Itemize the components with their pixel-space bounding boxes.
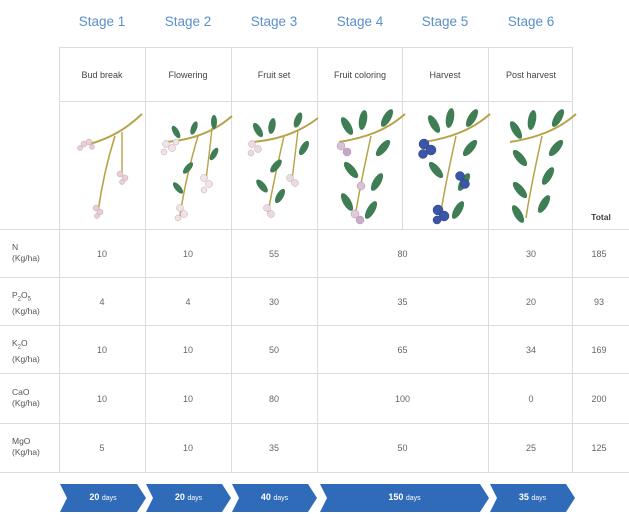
total-n: 185 (591, 249, 607, 259)
value-n-stage1: 10 (96, 249, 107, 259)
duration-label-3: 40 days (260, 492, 289, 502)
value-mgo-stage3: 35 (268, 443, 279, 453)
total-cao: 200 (591, 394, 607, 404)
value-k2o-stage1: 10 (96, 345, 107, 355)
total-k2o: 169 (591, 345, 607, 355)
stage-5-title: Stage 5 (421, 14, 469, 29)
value-cao-stage3: 80 (268, 394, 279, 404)
value-p2o5-stage3: 30 (268, 297, 279, 307)
row-label-p2o5: P2O5 (Kg/ha) (12, 290, 40, 316)
duration-label-1: 20 days (89, 492, 117, 502)
total-p2o5: 93 (593, 297, 604, 307)
duration-label-4: 150 days (388, 492, 421, 502)
value-mgo-stage6: 25 (525, 443, 536, 453)
duration-arrow-4 (320, 484, 489, 512)
phase-flowering: Flowering (168, 70, 208, 80)
col-divider (488, 47, 489, 473)
phase-fruit-coloring: Fruit coloring (333, 70, 387, 80)
row-divider (0, 373, 629, 374)
phase-fruit-set: Fruit set (257, 70, 291, 80)
duration-timeline (60, 484, 575, 512)
row-divider (59, 101, 573, 102)
flowering-illustration (160, 115, 233, 222)
value-n-stage3: 55 (268, 249, 279, 259)
value-mgo-stage4-5: 50 (397, 443, 408, 453)
duration-label-2: 20 days (174, 492, 203, 502)
col-divider (317, 47, 318, 473)
row-divider (0, 423, 629, 424)
stage-1-title: Stage 1 (78, 14, 126, 29)
row-label-n: N (Kg/ha) (12, 242, 40, 263)
duration-arrow-2 (146, 484, 231, 512)
value-k2o-stage6: 34 (525, 345, 536, 355)
value-k2o-stage2: 10 (182, 345, 193, 355)
col-divider (231, 47, 232, 473)
value-cao-stage4-5: 100 (394, 394, 411, 404)
total-mgo: 125 (591, 443, 607, 453)
phase-harvest: Harvest (429, 70, 461, 80)
value-p2o5-stage1: 4 (99, 297, 105, 307)
value-cao-stage2: 10 (182, 394, 193, 404)
stage-3-title: Stage 3 (250, 14, 298, 29)
col-divider (402, 47, 403, 229)
value-cao-stage1: 10 (96, 394, 107, 404)
value-k2o-stage3: 50 (268, 345, 279, 355)
row-divider (0, 325, 629, 326)
row-label-mgo: MgO (Kg/ha) (12, 436, 40, 457)
value-k2o-stage4-5: 65 (397, 345, 408, 355)
value-cao-stage6: 0 (528, 394, 534, 404)
value-n-stage4-5: 80 (397, 249, 408, 259)
duration-arrow-5 (490, 484, 575, 512)
value-p2o5-stage4-5: 35 (397, 297, 408, 307)
duration-arrow-3 (232, 484, 317, 512)
row-divider (0, 472, 629, 473)
fruit-coloring-illustration (336, 109, 406, 225)
row-divider (0, 277, 629, 278)
stage-6-title: Stage 6 (507, 14, 555, 29)
post-harvest-illustration (509, 109, 577, 223)
phase-bud-break: Bud break (81, 70, 123, 80)
value-n-stage2: 10 (182, 249, 193, 259)
row-label-k2o: K2O (Kg/ha) (12, 338, 40, 364)
value-n-stage6: 30 (525, 249, 536, 259)
row-divider (0, 229, 629, 230)
row-label-cao: CaO (Kg/ha) (12, 387, 40, 408)
value-p2o5-stage2: 4 (185, 297, 191, 307)
duration-label-5: 35 days (518, 492, 547, 502)
harvest-illustration (418, 108, 491, 225)
stage-2-title: Stage 2 (164, 14, 212, 29)
bud-break-illustration (77, 113, 143, 219)
duration-arrow-1 (60, 484, 146, 512)
col-divider (145, 47, 146, 473)
phase-post-harvest: Post harvest (505, 70, 557, 80)
total-header: Total (591, 212, 611, 222)
value-p2o5-stage6: 20 (525, 297, 536, 307)
stage-4-title: Stage 4 (336, 14, 384, 29)
value-mgo-stage2: 10 (182, 443, 193, 453)
value-mgo-stage1: 5 (99, 443, 105, 453)
fruit-set-illustration (247, 112, 319, 218)
